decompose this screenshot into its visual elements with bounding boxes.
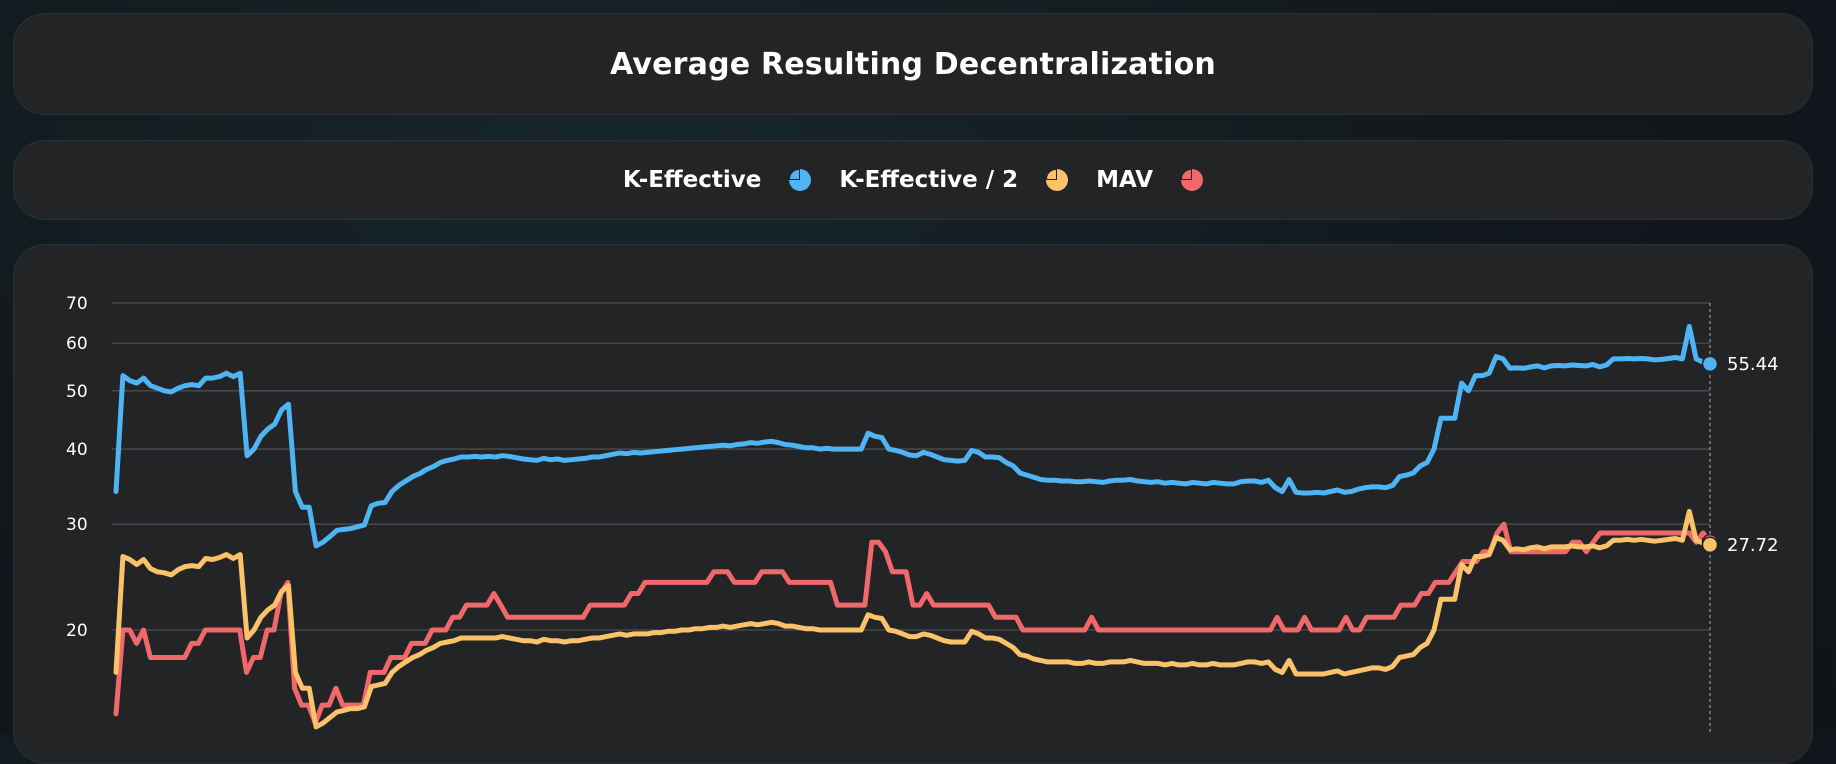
series-line-k-effective[interactable] <box>113 323 1713 549</box>
end-value-label: 27.72 <box>1727 535 1779 556</box>
end-value-label: 55.44 <box>1727 354 1779 375</box>
series-end-marker[interactable] <box>1701 536 1719 554</box>
series-line-mav[interactable] <box>113 521 1713 726</box>
legend-item-k-effective-half[interactable]: K-Effective / 2 <box>839 167 1069 193</box>
series-line-k-effective-2[interactable] <box>113 508 1713 730</box>
y-tick-label: 70 <box>66 294 88 314</box>
legend-label-mav: MAV <box>1096 167 1154 193</box>
pie-chart-icon <box>789 169 812 191</box>
chart-panel: 20 30 40 50 60 70 55.44 27.72 <box>13 244 1813 764</box>
pie-chart-icon <box>1046 169 1069 191</box>
legend: K-Effective K-Effective / 2 MAV <box>13 140 1813 220</box>
y-tick-label: 40 <box>66 440 88 460</box>
title-panel: Average Resulting Decentralization <box>13 13 1813 115</box>
legend-label-k-effective-half: K-Effective / 2 <box>839 167 1019 193</box>
legend-item-k-effective[interactable]: K-Effective <box>622 167 812 193</box>
y-tick-label: 60 <box>66 334 88 354</box>
y-tick-label: 20 <box>66 621 88 641</box>
legend-label-k-effective: K-Effective <box>622 167 762 193</box>
legend-item-mav[interactable]: MAV <box>1096 167 1204 193</box>
y-tick-label: 50 <box>66 382 88 402</box>
y-tick-label: 30 <box>66 515 88 535</box>
chart-title: Average Resulting Decentralization <box>610 46 1216 82</box>
pie-chart-icon <box>1181 169 1204 191</box>
line-chart[interactable]: 20 30 40 50 60 70 55.44 27.72 <box>13 244 1813 735</box>
series-end-marker[interactable] <box>1701 355 1719 373</box>
